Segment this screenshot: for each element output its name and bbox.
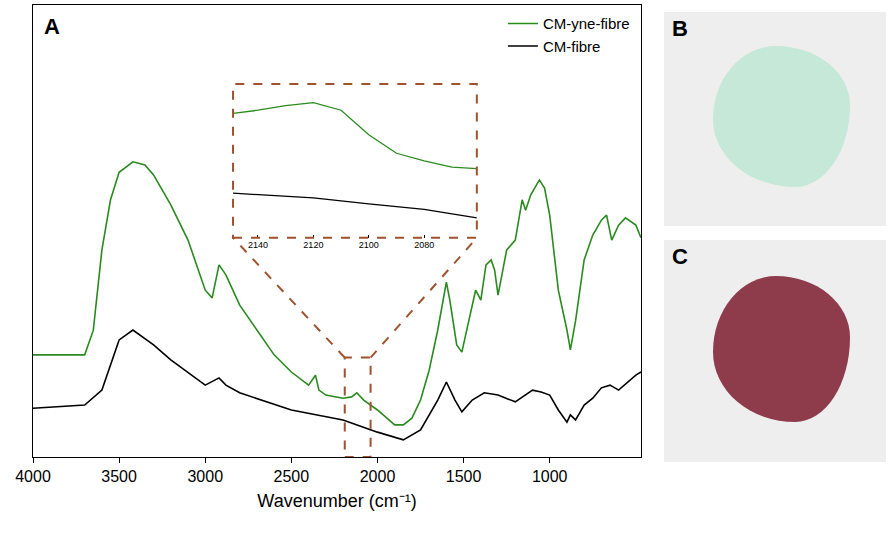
svg-text:1000: 1000 (532, 468, 568, 485)
svg-text:Wavenumber (cm⁻¹): Wavenumber (cm⁻¹) (257, 491, 416, 511)
svg-text:1500: 1500 (446, 468, 482, 485)
svg-text:4000: 4000 (15, 468, 51, 485)
svg-text:2140: 2140 (248, 240, 268, 250)
svg-text:CM-yne-fibre: CM-yne-fibre (543, 15, 630, 32)
html-text:B: B (672, 16, 688, 41)
svg-text:2500: 2500 (274, 468, 310, 485)
svg-text:3500: 3500 (101, 468, 137, 485)
svg-text:3000: 3000 (187, 468, 223, 485)
svg-text:2120: 2120 (303, 240, 323, 250)
svg-text:A: A (44, 14, 60, 39)
svg-text:2080: 2080 (414, 240, 434, 250)
html-text:C: C (672, 244, 688, 269)
svg-text:2100: 2100 (359, 240, 379, 250)
svg-text:CM-fibre: CM-fibre (543, 38, 601, 55)
svg-text:2000: 2000 (360, 468, 396, 485)
